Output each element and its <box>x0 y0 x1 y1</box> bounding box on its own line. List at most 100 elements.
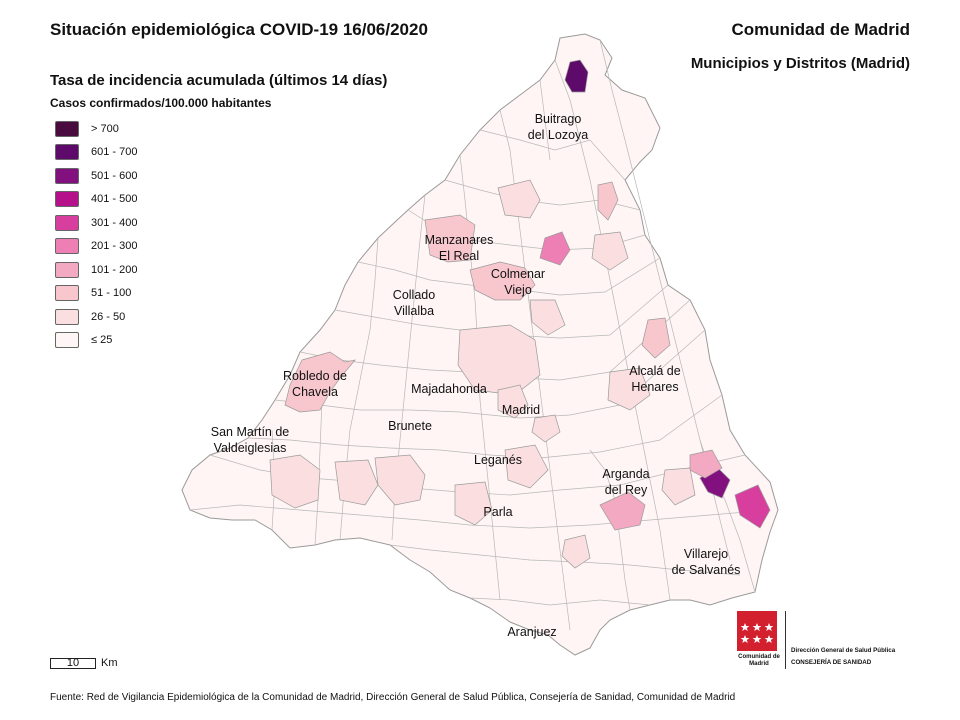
city-name: Brunete <box>388 419 432 433</box>
municipality-26-50-n <box>529 299 566 336</box>
city-label-villarejo: Villarejo de Salvanés <box>672 546 741 578</box>
municipality-26-50-f <box>504 444 549 489</box>
legend-swatch <box>55 332 79 349</box>
municipality-26-50-e <box>334 459 379 506</box>
source-note: Fuente: Red de Vigilancia Epidemiológica… <box>50 692 736 703</box>
city-name: Collado Villalba <box>392 288 436 318</box>
legend-label: ≤ 25 <box>91 334 113 347</box>
municipality-26-50-m <box>497 384 529 419</box>
legend-label: > 700 <box>91 122 119 135</box>
legend-swatch <box>55 144 79 161</box>
legend-subtitle: Casos confirmados/100.000 habitantes <box>50 96 272 110</box>
municipality-over-700 <box>564 59 589 93</box>
legend-swatch <box>55 238 79 255</box>
city-name: Buitrago del Lozoya <box>527 112 589 142</box>
legend-item: 301 - 400 <box>55 211 137 235</box>
logo-direccion-general: Dirección General de Salud Pública <box>791 647 896 654</box>
municipality-26-50-j <box>591 231 629 271</box>
city-name: Manzanares El Real <box>424 233 494 263</box>
city-label-parla: Parla <box>483 504 512 520</box>
comunidad-madrid-logo: Comunidad de Madrid Dirección General de… <box>737 611 915 671</box>
logo-divider <box>785 611 786 669</box>
legend-label: 101 - 200 <box>91 263 138 276</box>
city-label-leganes: Leganés <box>474 452 522 468</box>
legend-item: 101 - 200 <box>55 258 137 282</box>
city-name: Majadahonda <box>411 382 487 396</box>
legend-label: 401 - 500 <box>91 193 138 206</box>
legend-label: 501 - 600 <box>91 169 138 182</box>
legend-label: 601 - 700 <box>91 146 138 159</box>
legend: > 700 601 - 700 501 - 600 401 - 500 301 - 40… <box>55 117 137 352</box>
city-label-madrid: Madrid <box>502 402 540 418</box>
municipality-26-50-a <box>497 179 541 219</box>
legend-label: 301 - 400 <box>91 216 138 229</box>
scale-unit: Km <box>101 657 118 669</box>
city-label-alcala: Alcalá de Henares <box>629 363 680 395</box>
municipality-26-50-c <box>269 454 321 509</box>
municipality-301-400 <box>734 484 771 529</box>
municipality-26-50-l <box>561 534 591 569</box>
city-name: Robledo de Chavela <box>283 369 347 399</box>
legend-item: 201 - 300 <box>55 235 137 259</box>
legend-swatch <box>55 308 79 325</box>
legend-swatch <box>55 285 79 302</box>
municipality-26-50-b <box>457 324 541 396</box>
city-label-arganda: Arganda del Rey <box>602 466 649 498</box>
city-label-buitrago: Buitrago del Lozoya <box>528 111 588 143</box>
legend-item: 26 - 50 <box>55 305 137 329</box>
legend-item: 501 - 600 <box>55 164 137 188</box>
legend-swatch <box>55 214 79 231</box>
region-subtitle: Municipios y Distritos (Madrid) <box>690 55 910 72</box>
city-label-collado: Collado Villalba <box>393 287 435 319</box>
city-name: Arganda del Rey <box>602 467 650 497</box>
logo-consejeria: CONSEJERÍA DE SANIDAD <box>791 659 872 666</box>
municipality-26-50-k <box>531 414 561 443</box>
legend-label: 26 - 50 <box>91 310 126 323</box>
municipality-26-50-h <box>661 467 696 506</box>
municipality-201-300-a <box>539 231 571 266</box>
legend-title: Tasa de incidencia acumulada (últimos 14… <box>50 72 388 89</box>
legend-item: 601 - 700 <box>55 141 137 165</box>
municipality-101-200-b <box>689 449 723 479</box>
legend-item: 401 - 500 <box>55 188 137 212</box>
city-label-brunete: Brunete <box>388 418 432 434</box>
municipality-51-100-d <box>597 181 619 221</box>
legend-label: 201 - 300 <box>91 240 138 253</box>
municipality-101-200-a <box>599 491 646 531</box>
legend-swatch <box>55 167 79 184</box>
city-label-robledo: Robledo de Chavela <box>283 368 347 400</box>
legend-label: 51 - 100 <box>91 287 132 300</box>
city-name: Leganés <box>474 453 522 467</box>
legend-item: > 700 <box>55 117 137 141</box>
city-name: Colmenar Viejo <box>490 267 546 297</box>
city-name: Alcalá de Henares <box>629 364 681 394</box>
madrid-flag-icon <box>737 611 777 651</box>
region-name: Comunidad de Madrid <box>731 20 911 39</box>
city-label-aranjuez: Aranjuez <box>507 624 556 640</box>
city-name: Aranjuez <box>507 625 557 639</box>
legend-item: 51 - 100 <box>55 282 137 306</box>
city-name: Madrid <box>501 403 541 417</box>
legend-swatch <box>55 261 79 278</box>
municipality-51-100-a <box>284 351 356 413</box>
municipality-26-50-i <box>454 481 493 526</box>
legend-swatch <box>55 120 79 137</box>
city-label-san-martin: San Martín de Valdeiglesias <box>211 424 290 456</box>
municipality-fills <box>269 59 771 569</box>
legend-item: ≤ 25 <box>55 329 137 353</box>
city-label-colmenar: Colmenar Viejo <box>491 266 545 298</box>
map-title: Situación epidemiológica COVID-19 16/06/… <box>50 20 428 39</box>
municipality-51-100-e <box>641 317 671 359</box>
municipality-51-100-b <box>424 214 476 263</box>
city-label-manzanares: Manzanares El Real <box>425 232 494 264</box>
city-name: Villarejo de Salvanés <box>671 547 741 577</box>
logo-name: Comunidad de Madrid <box>738 654 780 667</box>
legend-swatch <box>55 191 79 208</box>
scale-bar: 10 Km <box>50 657 118 669</box>
city-name: Parla <box>483 505 513 519</box>
municipality-26-50-g <box>607 367 651 411</box>
city-name: San Martín de Valdeiglesias <box>210 425 290 455</box>
scale-bar-box: 10 <box>50 657 96 669</box>
city-label-majadahonda: Majadahonda <box>411 381 487 397</box>
